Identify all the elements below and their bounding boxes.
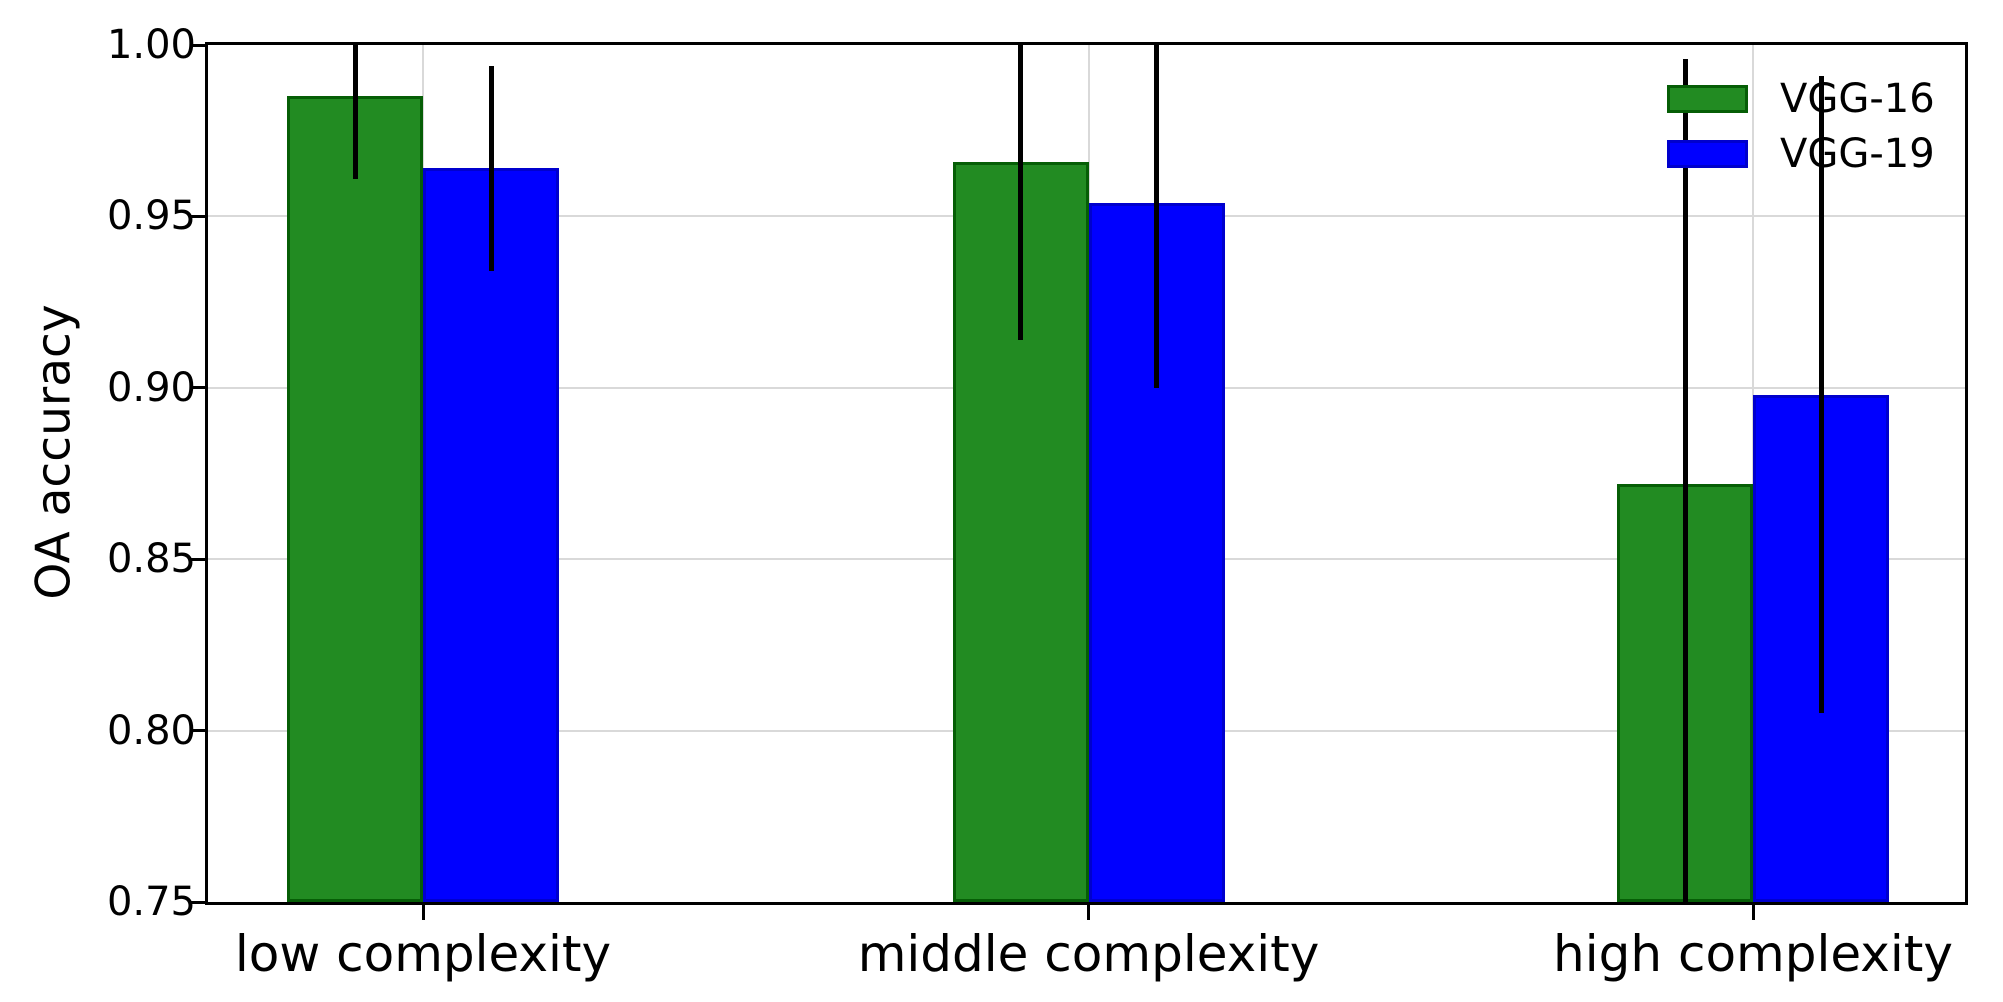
- ytick-mark-0.80: [190, 729, 205, 733]
- error-bar-vgg-19-2: [1818, 75, 1824, 714]
- ytick-mark-1.00: [190, 43, 205, 47]
- ytick-label-0.90: 0.90: [106, 364, 196, 411]
- error-bar-vgg-16-2: [1682, 58, 1688, 902]
- bar-vgg-16-0: [287, 96, 423, 902]
- ytick-mark-0.90: [190, 386, 205, 390]
- ytick-label-0.85: 0.85: [106, 536, 196, 583]
- legend-label-vgg-16: VGG-16: [1780, 76, 1935, 122]
- legend-swatch-vgg-16: [1667, 85, 1748, 113]
- plot-area: [205, 42, 1968, 905]
- xtick-label-1: middle complexity: [857, 925, 1320, 983]
- ytick-mark-0.85: [190, 557, 205, 561]
- ytick-label-1.00: 1.00: [106, 22, 196, 68]
- error-bar-vgg-19-1: [1154, 45, 1159, 388]
- error-bar-vgg-16-0: [352, 45, 358, 179]
- error-bar-vgg-16-1: [1018, 45, 1023, 340]
- xtick-mark-2: [1751, 905, 1755, 920]
- xtick-mark-1: [1087, 905, 1090, 920]
- xtick-mark-0: [421, 905, 425, 920]
- ytick-mark-0.75: [190, 900, 205, 904]
- xtick-label-0: low complexity: [234, 925, 612, 983]
- error-bar-vgg-19-0: [488, 65, 494, 272]
- ytick-label-0.95: 0.95: [106, 193, 196, 240]
- ytick-label-0.80: 0.80: [106, 707, 196, 754]
- ytick-label-0.75: 0.75: [106, 879, 196, 925]
- xtick-label-2: high complexity: [1553, 925, 1953, 983]
- ytick-mark-0.95: [190, 214, 205, 218]
- legend-swatch-vgg-19: [1667, 140, 1748, 168]
- bar-vgg-19-0: [423, 168, 559, 902]
- legend-label-vgg-19: VGG-19: [1780, 131, 1935, 177]
